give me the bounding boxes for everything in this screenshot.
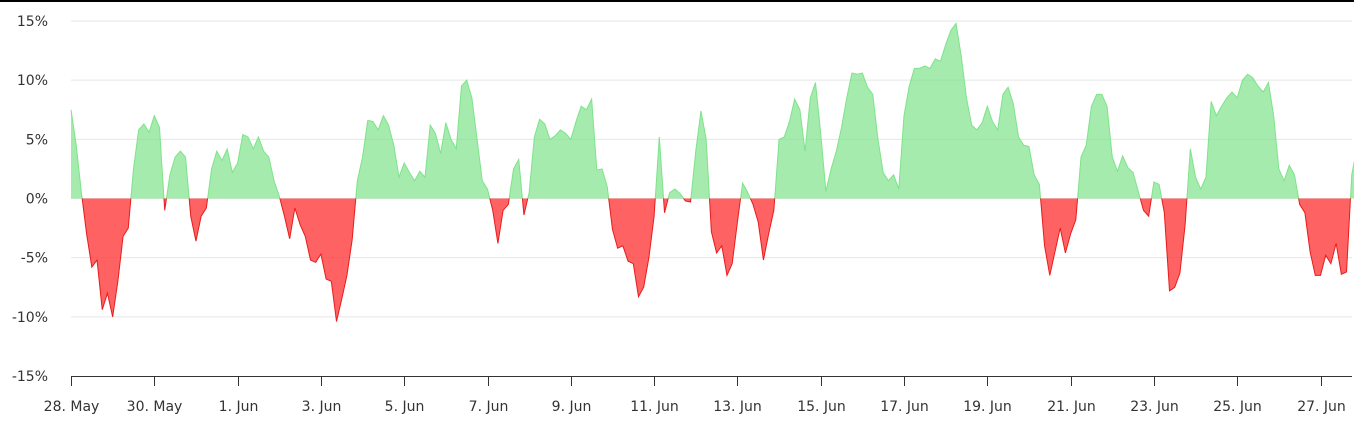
x-tick-label: 13. Jun — [713, 399, 762, 415]
x-axis-labels: 28. May 30. May 1. Jun 3. Jun 5. Jun 7. Jun 9.… — [44, 399, 1346, 415]
y-tick-label: 15% — [17, 14, 48, 30]
x-axis — [71, 376, 1352, 386]
series-area — [70, 22, 1354, 322]
x-tick-label: 7. Jun — [469, 399, 509, 415]
y-tick-label: -10% — [12, 310, 48, 326]
x-tick-label: 21. Jun — [1047, 399, 1096, 415]
x-tick-label: 5. Jun — [385, 399, 425, 415]
negative-series-line — [81, 198, 1351, 322]
x-tick-label: 25. Jun — [1213, 399, 1262, 415]
y-tick-label: 10% — [17, 73, 48, 89]
x-tick-label: 17. Jun — [880, 399, 929, 415]
x-tick-label: 30. May — [127, 399, 183, 415]
x-tick-label: 28. May — [44, 399, 100, 415]
x-tick-label: 3. Jun — [302, 399, 342, 415]
x-tick-label: 1. Jun — [219, 399, 259, 415]
negative-area-fill — [71, 198, 1354, 322]
positive-area-fill — [71, 23, 1354, 199]
x-tick-label: 15. Jun — [797, 399, 846, 415]
y-tick-label: 0% — [26, 192, 48, 208]
x-tick-label: 23. Jun — [1130, 399, 1179, 415]
x-tick-label: 9. Jun — [552, 399, 592, 415]
positive-area — [70, 22, 1354, 199]
y-tick-label: -15% — [12, 369, 48, 385]
x-tick-label: 27. Jun — [1297, 399, 1346, 415]
y-tick-label: -5% — [21, 251, 48, 267]
y-axis-labels: 15% 10% 5% 0% -5% -10% -15% — [12, 14, 48, 385]
x-tick-label: 11. Jun — [630, 399, 679, 415]
y-tick-label: 5% — [26, 132, 48, 148]
negative-area — [71, 198, 1354, 322]
x-tick-label: 19. Jun — [963, 399, 1012, 415]
